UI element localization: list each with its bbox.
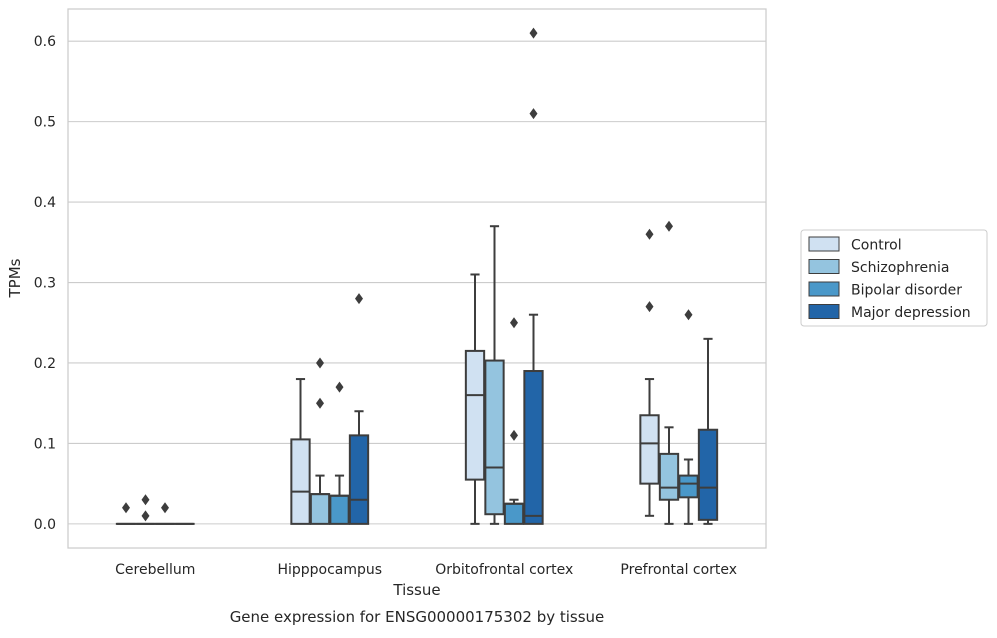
legend-label: Bipolar disorder [851,283,962,299]
box-body [291,439,309,523]
y-tick-label: 0.0 [34,517,56,533]
y-tick-label: 0.5 [34,115,56,131]
x-tick-label: Hipppocampus [277,562,382,578]
box-body [485,361,503,515]
legend-swatch [809,282,839,296]
x-tick-label: Orbitofrontal cortex [435,562,573,578]
y-tick-label: 0.1 [34,436,56,452]
box-body [679,476,697,498]
box-body [466,351,484,480]
y-tick-label: 0.4 [34,195,56,211]
y-tick-label: 0.2 [34,356,56,372]
x-tick-label: Prefrontal cortex [620,562,737,578]
box-body [699,430,717,520]
box-body [640,415,658,483]
y-tick-label: 0.6 [34,34,56,50]
box-body [350,435,368,523]
chart-caption: Gene expression for ENSG00000175302 by t… [230,608,605,626]
x-axis-label: Tissue [392,581,440,599]
box-body [660,454,678,500]
box-body [330,496,348,524]
y-tick-label: 0.3 [34,276,56,292]
box-body [505,504,523,524]
legend-label: Control [851,238,902,254]
box-body [524,371,542,524]
legend-label: Schizophrenia [851,260,949,276]
y-axis-label: TPMs [6,258,24,298]
legend-swatch [809,237,839,251]
x-tick-label: Cerebellum [115,562,195,578]
legend-swatch [809,305,839,319]
legend-label: Major depression [851,305,971,321]
box-body [311,494,329,524]
legend-swatch [809,260,839,274]
legend: Control Schizophrenia Bipolar disorder Majo… [801,230,987,326]
